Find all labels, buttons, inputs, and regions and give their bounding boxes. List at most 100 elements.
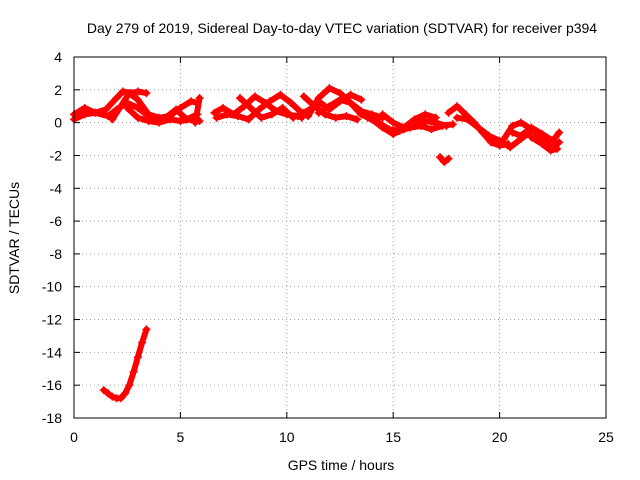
y-tick-label: -14	[42, 344, 62, 360]
series-trace	[237, 95, 297, 121]
data-point	[374, 118, 383, 127]
data-point	[538, 130, 547, 139]
data-point	[553, 144, 562, 153]
x-tick-label: 20	[492, 429, 508, 445]
data-point	[444, 154, 453, 163]
data-point	[195, 94, 204, 103]
data-point	[108, 115, 117, 124]
data-point	[118, 87, 127, 96]
data-point	[155, 118, 164, 127]
y-tick-label: -10	[42, 279, 62, 295]
data-point	[314, 108, 323, 117]
data-point	[116, 394, 125, 403]
data-point	[112, 94, 121, 103]
data-point	[144, 116, 153, 125]
data-point	[548, 136, 557, 145]
series-trace	[528, 134, 561, 154]
series-track-9	[235, 94, 298, 122]
y-tick-label: -8	[50, 246, 63, 262]
data-point	[91, 108, 100, 117]
data-point	[399, 123, 408, 132]
data-point	[191, 118, 200, 127]
data-point	[527, 123, 536, 132]
data-layer	[70, 84, 564, 403]
data-point	[453, 113, 462, 122]
y-tick-label: -18	[42, 410, 62, 426]
data-point	[116, 102, 125, 111]
data-point	[187, 97, 196, 106]
data-point	[104, 389, 113, 398]
data-point	[299, 108, 308, 117]
data-point	[444, 108, 453, 117]
data-point	[506, 143, 515, 152]
chart-title: Day 279 of 2019, Sidereal Day-to-day VTE…	[87, 20, 597, 36]
data-point	[484, 131, 493, 140]
grid	[74, 57, 606, 418]
data-point	[331, 113, 340, 122]
series-trace	[192, 95, 203, 126]
data-point	[436, 153, 445, 162]
data-point	[172, 105, 181, 114]
data-point	[101, 105, 110, 114]
data-point	[121, 389, 130, 398]
data-point	[99, 386, 108, 395]
data-point	[363, 113, 372, 122]
data-point	[378, 110, 387, 119]
data-point	[138, 338, 147, 347]
data-point	[133, 353, 142, 362]
data-point	[325, 102, 334, 111]
x-tick-label: 5	[177, 429, 185, 445]
data-point	[410, 115, 419, 124]
data-point	[299, 92, 308, 101]
data-point	[538, 139, 547, 148]
data-point	[555, 128, 564, 137]
data-point	[416, 121, 425, 130]
series-trace	[454, 114, 535, 151]
data-point	[346, 98, 355, 107]
x-tick-label: 10	[279, 429, 295, 445]
series-trace	[100, 326, 150, 402]
data-point	[246, 103, 255, 112]
data-point	[308, 103, 317, 112]
data-point	[104, 112, 113, 121]
data-point	[182, 115, 191, 124]
data-point	[474, 123, 483, 132]
data-point	[233, 112, 242, 121]
data-point	[125, 89, 134, 98]
data-point	[342, 112, 351, 121]
data-point	[123, 103, 132, 112]
data-point	[357, 110, 366, 119]
data-point	[346, 90, 355, 99]
data-point	[325, 84, 334, 93]
y-tick-label: -12	[42, 312, 62, 328]
data-point	[353, 115, 362, 124]
y-tick-label: 2	[54, 82, 62, 98]
plot-frame	[73, 56, 607, 419]
series-track-6	[191, 94, 204, 127]
series-track-21	[527, 133, 562, 155]
data-point	[546, 146, 555, 155]
series-trace	[162, 106, 201, 123]
data-point	[421, 110, 430, 119]
data-point	[453, 102, 462, 111]
data-point	[427, 125, 436, 134]
data-point	[438, 121, 447, 130]
x-tick-label: 15	[385, 429, 401, 445]
series-track-18	[453, 113, 536, 152]
data-point	[527, 133, 536, 142]
data-point	[210, 108, 219, 117]
data-point	[336, 95, 344, 104]
series-trace	[109, 90, 201, 123]
data-point	[316, 98, 325, 107]
data-point	[250, 92, 259, 101]
data-point	[276, 90, 285, 99]
data-point	[440, 158, 449, 167]
series-track-15	[378, 110, 440, 132]
data-point	[80, 103, 89, 112]
data-point	[384, 125, 393, 134]
data-point	[508, 128, 517, 137]
data-point	[142, 325, 151, 334]
data-point	[133, 113, 142, 122]
